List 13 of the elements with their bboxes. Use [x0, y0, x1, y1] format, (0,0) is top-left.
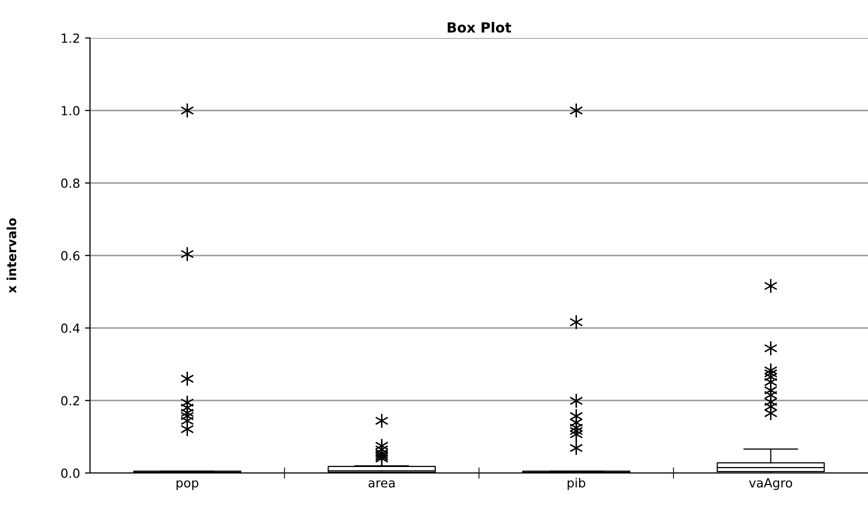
- y-tick-label: 1.2: [62, 33, 80, 43]
- y-tick-label: 0.2: [61, 396, 80, 406]
- x-tick-label: pop: [176, 480, 198, 490]
- chart-title: Box Plot: [448, 22, 512, 33]
- y-tick-label: 0.0: [61, 468, 80, 478]
- y-tick-label: 0.6: [61, 250, 80, 260]
- y-axis-title: x intervalo: [6, 218, 16, 294]
- y-tick-label: 0.4: [61, 323, 80, 333]
- y-tick-label: 0.8: [61, 178, 80, 188]
- x-tick-label: pib: [568, 478, 586, 490]
- x-tick-label: vaAgro: [749, 478, 792, 490]
- y-tick-label: 1.0: [62, 106, 80, 116]
- x-tick-label: area: [368, 480, 395, 488]
